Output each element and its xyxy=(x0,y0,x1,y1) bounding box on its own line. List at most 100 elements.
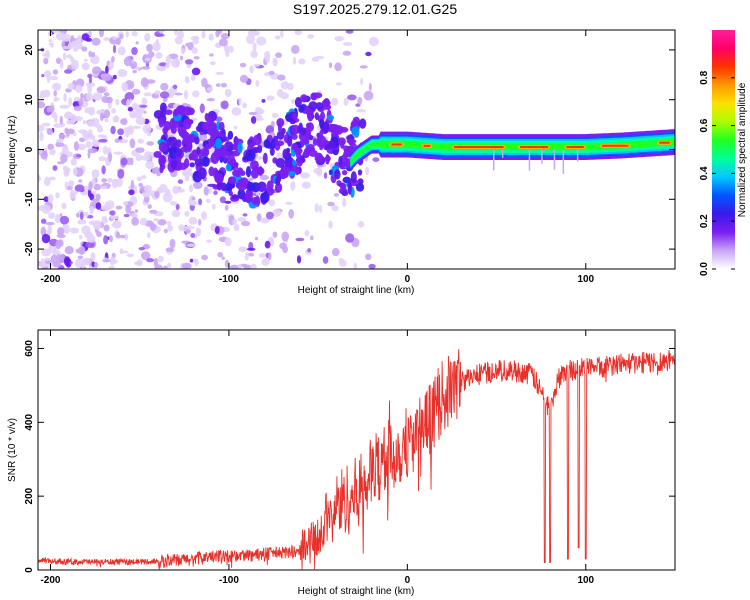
spectrogram-noise-blob xyxy=(170,87,175,96)
spectrogram-noise-blob xyxy=(211,203,216,210)
spectrogram-signal-blob xyxy=(357,169,363,176)
spectrogram-noise-blob xyxy=(98,156,106,162)
spectrogram-signal-blob xyxy=(201,156,210,167)
spectrogram-noise-blob xyxy=(108,265,115,269)
spectrogram-noise-blob xyxy=(174,30,178,36)
spectrogram-signal-blob xyxy=(168,146,178,154)
spectrogram-noise-blob xyxy=(201,77,208,88)
spectrogram-noise-blob xyxy=(103,224,110,232)
spectrogram-signal-blob xyxy=(265,139,270,148)
spectrogram-noise-blob xyxy=(48,39,53,43)
spectrogram-signal-blob xyxy=(355,183,365,192)
spectrogram-noise-blob xyxy=(88,50,93,58)
spectrogram-signal-blob xyxy=(306,122,314,132)
spectrogram-noise-blob xyxy=(154,90,161,96)
spectrogram-noise-blob xyxy=(191,258,198,263)
spectrogram-noise-blob xyxy=(146,232,151,239)
spectrogram-noise-blob xyxy=(248,252,255,257)
spectrogram-noise-blob xyxy=(62,45,71,50)
spectrogram-noise-blob xyxy=(139,217,148,226)
spectrogram-signal-blob xyxy=(295,166,300,176)
spectrogram-noise-blob xyxy=(112,44,117,54)
spectrogram-noise-blob xyxy=(232,219,238,225)
spectrogram-signal-blob xyxy=(216,181,222,191)
spectrogram-noise-blob xyxy=(117,169,125,179)
spectrogram-noise-blob xyxy=(132,125,141,129)
spectrogram-signal-blob xyxy=(239,177,249,187)
spectrogram-noise-blob xyxy=(103,92,110,97)
spectrogram-noise-blob xyxy=(123,213,130,218)
spectrogram-signal-blob xyxy=(341,190,349,196)
spectrogram-noise-blob xyxy=(38,176,42,181)
spectrogram-noise-blob xyxy=(62,145,69,155)
spectrogram-noise-blob xyxy=(201,30,206,39)
spectrogram-streak xyxy=(501,149,504,158)
spectrogram-noise-blob xyxy=(291,44,300,54)
spectrogram-xtick-label: 0 xyxy=(405,274,411,285)
spectrogram-noise-blob xyxy=(323,172,328,180)
spectrogram-noise-blob xyxy=(101,165,106,175)
spectrogram-noise-blob xyxy=(48,105,55,113)
spectrogram-noise-blob xyxy=(47,194,54,203)
spectrogram-noise-blob xyxy=(78,234,83,240)
spectrogram-noise-blob xyxy=(113,151,123,155)
spectrogram-noise-blob xyxy=(295,237,305,242)
spectrogram-signal-blob xyxy=(321,99,331,108)
spectrogram-noise-blob xyxy=(266,125,274,134)
spectrogram-noise-blob xyxy=(238,246,248,252)
spectrogram-noise-blob xyxy=(99,112,104,122)
spectrogram-signal-blob xyxy=(340,182,346,191)
spectrogram-noise-blob xyxy=(248,111,258,116)
spectrogram-signal-blob xyxy=(260,192,270,203)
spectrogram-noise-blob xyxy=(72,167,78,176)
spectrogram-noise-blob xyxy=(43,57,49,65)
spectrogram-noise-blob xyxy=(141,175,147,180)
spectrogram-noise-blob xyxy=(92,220,102,230)
spectrogram-noise-blob xyxy=(55,57,62,64)
spectrogram-noise-blob xyxy=(44,257,51,262)
spectrogram-noise-blob xyxy=(63,167,70,177)
spectrogram-noise-blob xyxy=(158,30,165,34)
spectrogram-signal-blob xyxy=(183,118,192,130)
spectrogram-noise-blob xyxy=(365,51,372,57)
spectrogram-noise-blob xyxy=(333,193,340,197)
spectrogram-noise-blob xyxy=(237,217,247,222)
spectrogram-noise-blob xyxy=(255,80,260,87)
spectrogram-signal-blob xyxy=(289,119,296,125)
spectrogram-noise-blob xyxy=(343,97,349,106)
spectrogram-noise-blob xyxy=(53,123,63,128)
spectrogram-noise-blob xyxy=(67,42,77,49)
spectrogram-noise-blob xyxy=(127,125,135,135)
spectrogram-noise-blob xyxy=(136,176,143,181)
spectrogram-noise-blob xyxy=(44,70,52,78)
spectrogram-noise-blob xyxy=(181,262,192,269)
spectrogram-noise-blob xyxy=(285,201,293,205)
spectrogram-noise-blob xyxy=(39,131,44,142)
spectrogram-signal-blob xyxy=(220,182,227,192)
spectrogram-xtick-label: 100 xyxy=(577,274,594,285)
spectrogram-noise-blob xyxy=(256,36,267,46)
spectrogram-noise-blob xyxy=(53,261,62,268)
snr-series-line xyxy=(38,349,675,570)
spectrogram-noise-blob xyxy=(132,69,137,74)
spectrogram-noise-blob xyxy=(215,71,224,75)
spectrogram-signal-blob xyxy=(298,105,305,113)
spectrogram-noise-blob xyxy=(106,60,110,66)
spectrogram-noise-blob xyxy=(109,210,116,216)
spectrogram-noise-blob xyxy=(145,160,155,169)
spectrogram-noise-blob xyxy=(57,161,65,165)
spectrogram-noise-blob xyxy=(92,92,103,101)
spectrogram-noise-blob xyxy=(94,262,99,268)
spectrogram-noise-blob xyxy=(368,83,372,91)
spectrogram-noise-blob xyxy=(83,58,88,62)
spectrogram-noise-blob xyxy=(160,82,169,91)
spectrogram-signal-blob xyxy=(319,142,324,151)
spectrogram-noise-blob xyxy=(250,116,257,124)
spectrogram-noise-blob xyxy=(261,99,266,103)
spectrogram-signal-blob xyxy=(159,102,167,113)
spectrogram-noise-blob xyxy=(108,152,113,163)
spectrogram-band-peak xyxy=(520,146,549,148)
spectrogram-noise-blob xyxy=(104,201,110,210)
spectrogram-signal-blob xyxy=(208,121,217,134)
spectrogram-band-peak xyxy=(423,144,431,147)
